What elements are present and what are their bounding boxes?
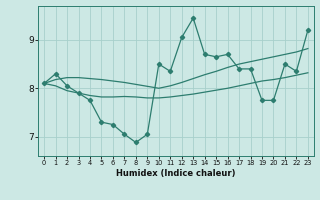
X-axis label: Humidex (Indice chaleur): Humidex (Indice chaleur) [116, 169, 236, 178]
